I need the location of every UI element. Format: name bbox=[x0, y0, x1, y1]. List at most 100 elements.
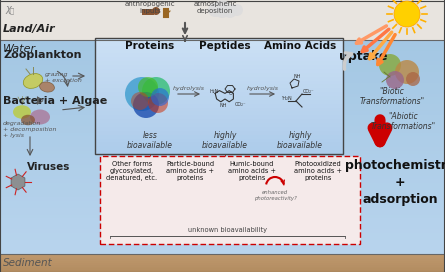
Bar bbox=[0, 200, 445, 204]
Circle shape bbox=[208, 3, 222, 17]
Circle shape bbox=[138, 77, 158, 97]
Bar bbox=[0, 39, 445, 44]
Bar bbox=[95, 100, 343, 104]
Circle shape bbox=[223, 4, 237, 18]
Bar bbox=[95, 49, 343, 54]
Bar bbox=[0, 171, 445, 175]
Ellipse shape bbox=[30, 110, 50, 125]
Bar bbox=[0, 266, 445, 268]
Bar bbox=[95, 76, 343, 81]
Bar bbox=[0, 264, 445, 267]
Text: CO₂⁻: CO₂⁻ bbox=[235, 102, 247, 107]
Bar bbox=[0, 107, 445, 111]
Bar bbox=[95, 123, 343, 127]
Circle shape bbox=[142, 77, 170, 105]
Bar bbox=[0, 86, 445, 90]
Circle shape bbox=[213, 0, 231, 18]
Bar bbox=[95, 61, 343, 65]
Bar bbox=[95, 65, 343, 69]
Ellipse shape bbox=[40, 82, 54, 92]
Text: highly
bioavailable: highly bioavailable bbox=[202, 131, 248, 150]
Bar bbox=[0, 259, 445, 261]
Bar bbox=[0, 147, 445, 151]
Bar bbox=[0, 82, 445, 86]
Text: enhanced
photoreactivity?: enhanced photoreactivity? bbox=[254, 190, 296, 201]
Bar bbox=[95, 111, 343, 115]
Bar bbox=[0, 193, 445, 197]
Bar bbox=[0, 57, 445, 61]
Text: degradation
+ decomposition
+ lysis: degradation + decomposition + lysis bbox=[3, 121, 57, 138]
Text: NH: NH bbox=[294, 74, 302, 79]
Bar bbox=[0, 68, 445, 72]
Bar bbox=[0, 221, 445, 225]
Bar bbox=[95, 138, 343, 143]
Text: anthropogenic
inputs: anthropogenic inputs bbox=[125, 1, 175, 14]
Circle shape bbox=[231, 4, 243, 16]
Circle shape bbox=[394, 1, 420, 27]
Text: Water: Water bbox=[3, 44, 36, 54]
Text: ⌒: ⌒ bbox=[10, 7, 14, 14]
Bar bbox=[95, 42, 343, 46]
Ellipse shape bbox=[23, 74, 43, 88]
Circle shape bbox=[133, 92, 159, 118]
Bar bbox=[95, 80, 343, 84]
Bar bbox=[0, 64, 445, 69]
Bar bbox=[0, 164, 445, 168]
Bar bbox=[95, 73, 343, 77]
Bar bbox=[95, 84, 343, 88]
Text: hydrolysis: hydrolysis bbox=[173, 86, 205, 91]
Bar bbox=[142, 9, 154, 15]
Bar bbox=[95, 57, 343, 61]
Text: grazing
+ excretion: grazing + excretion bbox=[45, 72, 82, 83]
Circle shape bbox=[151, 88, 169, 106]
Bar bbox=[0, 125, 445, 129]
Text: Amino Acids: Amino Acids bbox=[264, 41, 336, 51]
Bar bbox=[0, 175, 445, 179]
Bar bbox=[95, 134, 343, 138]
Bar bbox=[0, 0, 445, 40]
Text: highly
bioavailable: highly bioavailable bbox=[277, 131, 323, 150]
Text: atmospheric
deposition: atmospheric deposition bbox=[193, 1, 237, 14]
Bar bbox=[95, 88, 343, 92]
Bar bbox=[0, 122, 445, 126]
Bar bbox=[0, 61, 445, 65]
Bar bbox=[0, 211, 445, 215]
Bar bbox=[0, 75, 445, 79]
Bar bbox=[95, 131, 343, 135]
Bar bbox=[95, 115, 343, 119]
Circle shape bbox=[395, 60, 419, 84]
Bar bbox=[0, 243, 445, 247]
Text: Peptides: Peptides bbox=[199, 41, 251, 51]
Bar bbox=[0, 143, 445, 147]
Bar bbox=[0, 43, 445, 47]
Bar bbox=[0, 72, 445, 76]
Bar bbox=[95, 119, 343, 123]
Bar bbox=[0, 263, 445, 265]
Bar bbox=[95, 53, 343, 57]
Bar bbox=[0, 47, 445, 51]
Ellipse shape bbox=[13, 105, 31, 119]
Bar bbox=[0, 100, 445, 104]
Text: NH: NH bbox=[220, 103, 227, 108]
Text: Humic-bound
amino acids +
proteins: Humic-bound amino acids + proteins bbox=[228, 161, 276, 181]
Text: Land/Air: Land/Air bbox=[3, 24, 56, 34]
Bar bbox=[0, 89, 445, 94]
Bar bbox=[95, 92, 343, 96]
Bar bbox=[0, 139, 445, 143]
Bar bbox=[0, 228, 445, 233]
Polygon shape bbox=[11, 174, 25, 190]
Bar bbox=[95, 69, 343, 73]
Circle shape bbox=[406, 72, 420, 86]
Bar bbox=[95, 127, 343, 131]
Bar bbox=[0, 182, 445, 186]
Bar bbox=[0, 97, 445, 101]
Text: less
bioavailable: less bioavailable bbox=[127, 131, 173, 150]
Bar bbox=[0, 257, 445, 259]
Bar bbox=[100, 156, 360, 244]
Bar bbox=[0, 54, 445, 58]
Bar bbox=[95, 107, 343, 112]
Bar bbox=[0, 129, 445, 133]
Bar bbox=[0, 261, 445, 263]
Bar bbox=[0, 246, 445, 251]
Bar bbox=[95, 45, 343, 50]
